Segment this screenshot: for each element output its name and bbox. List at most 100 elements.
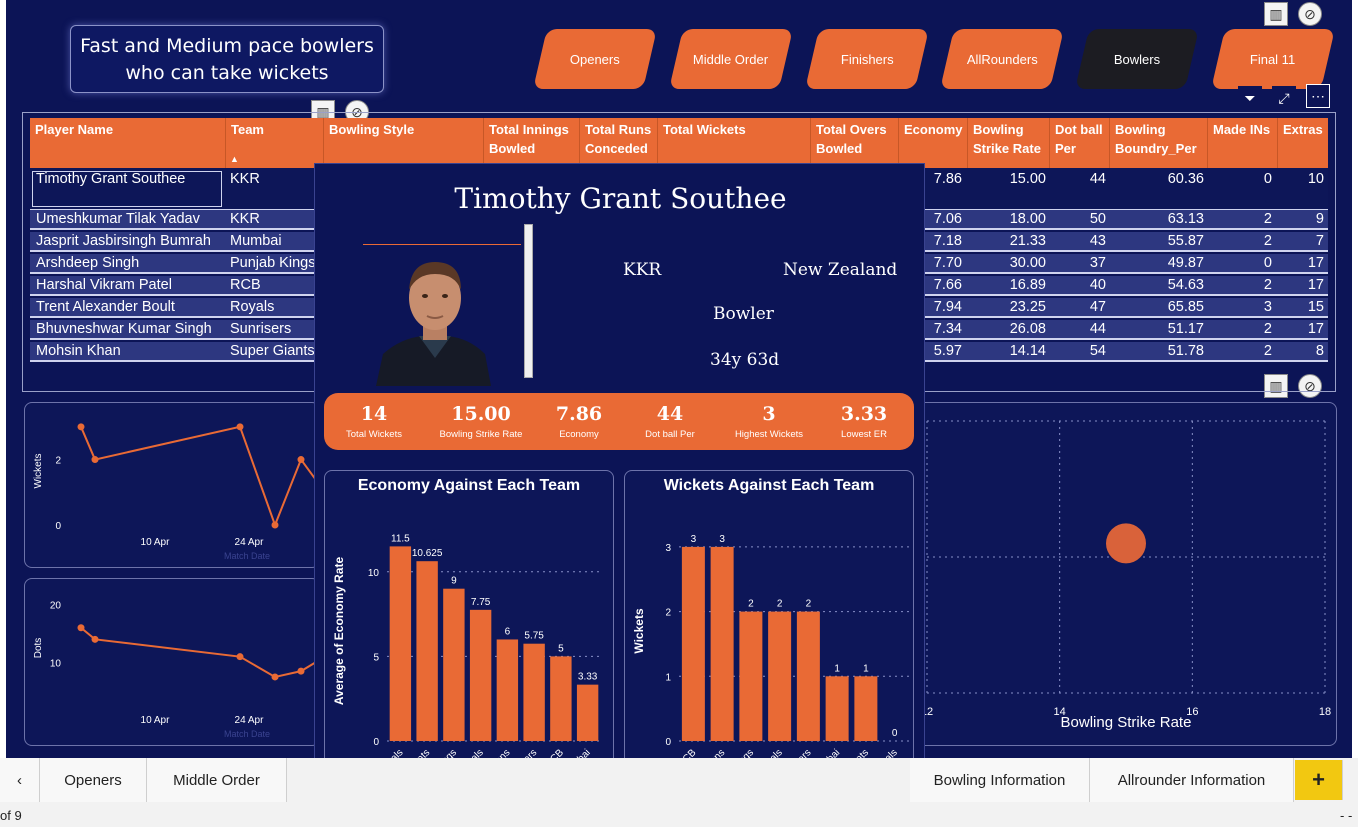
nav-label: Final 11 (1250, 51, 1296, 67)
col-header-wickets[interactable]: Total Wickets (658, 118, 811, 168)
kpi-total-wickets: 14 Total Wickets (336, 403, 412, 440)
bar (469, 609, 492, 741)
tab-allrounder-information[interactable]: Allrounder Information (1090, 758, 1294, 802)
x-tick-label: 10 Apr (141, 537, 171, 548)
kpi-label: Highest Wickets (734, 429, 804, 440)
player-country: New Zealand (783, 260, 898, 280)
x-axis-title: Match Date (224, 729, 270, 739)
col-header-bowling-style[interactable]: Bowling Style (324, 118, 484, 168)
player-age: 34y 63d (710, 350, 780, 370)
col-header-extras[interactable]: Extras (1278, 118, 1328, 168)
nav-final-11-button[interactable]: Final 11 (1211, 29, 1335, 89)
x-tick-label: 24 Apr (235, 715, 265, 726)
extras-cell: 7 (1315, 233, 1324, 249)
tab-scroll-left[interactable]: ‹ (0, 758, 40, 802)
nav-middle-order-button[interactable]: Middle Order (669, 29, 793, 89)
nav-finishers-button[interactable]: Finishers (805, 29, 929, 89)
nav-label: AllRounders (966, 51, 1038, 67)
team-cell: Punjab Kings (230, 255, 316, 271)
block-icon[interactable]: ⊘ (1298, 374, 1322, 398)
kpi-lowest-er: 3.33 Lowest ER (826, 403, 902, 440)
dot-ball-cell: 54 (1089, 343, 1106, 359)
economy-cell: 5.97 (933, 343, 962, 359)
kpi-highest-wickets: 3 Highest Wickets (724, 403, 814, 440)
col-header-overs[interactable]: Total Overs Bowled (811, 118, 899, 168)
chart-options-icon[interactable]: ▥ (1264, 2, 1288, 26)
col-header-boundary[interactable]: Bowling Boundry_Per (1110, 118, 1208, 168)
data-label: 0 (892, 728, 898, 739)
x-axis-title: Bowling Strike Rate (1061, 714, 1192, 731)
more-options-icon[interactable]: ⋯ (1306, 84, 1330, 108)
x-axis-title: Match Date (224, 551, 270, 561)
economy-cell: 7.34 (933, 321, 962, 337)
team-cell: Royals (230, 299, 275, 315)
data-label: 3 (691, 534, 697, 545)
dots-line-chart: 10 20 10 Apr 24 Apr Match Date Dots (24, 578, 329, 746)
bar (825, 676, 849, 741)
data-point (77, 423, 85, 431)
chart-title: Economy Against Each Team (357, 477, 581, 494)
scrollbar[interactable] (524, 224, 533, 378)
col-header-runs[interactable]: Total Runs Conceded (580, 118, 658, 168)
col-header-team[interactable]: Team (226, 118, 324, 168)
extras-cell: 9 (1315, 211, 1324, 227)
x-tick-label: 18 (1319, 706, 1331, 718)
data-label: 9 (451, 576, 457, 587)
data-point (236, 423, 244, 431)
tab-openers[interactable]: Openers (40, 758, 147, 802)
page-title: Fast and Medium pace bowlers who can tak… (70, 25, 384, 93)
extras-cell: 17 (1307, 277, 1324, 293)
made-ins-cell: 2 (1263, 343, 1272, 359)
boundary-cell: 55.87 (1167, 233, 1204, 249)
extras-cell: 17 (1307, 321, 1324, 337)
boundary-cell: 54.63 (1167, 277, 1204, 293)
sort-ascending-icon[interactable]: ▲ (230, 154, 239, 164)
col-header-strike-rate[interactable]: Bowling Strike Rate (968, 118, 1050, 168)
nav-allrounders-button[interactable]: AllRounders (940, 29, 1064, 89)
kpi-dot-ball: 44 Dot ball Per (632, 403, 708, 440)
strike-rate-scatter: 12 14 16 18 Bowling Strike Rate (914, 402, 1337, 746)
nav-openers-button[interactable]: Openers (533, 29, 657, 89)
boundary-cell: 51.17 (1167, 321, 1204, 337)
y-tick-label: 20 (50, 601, 62, 612)
economy-cell: 7.70 (933, 255, 962, 271)
col-header-innings[interactable]: Total Innings Bowled (484, 118, 580, 168)
kpi-value: 7.86 (555, 403, 603, 425)
nav-label: Middle Order (693, 51, 769, 67)
chart-options-icon[interactable]: ▥ (1264, 374, 1288, 398)
col-header-economy[interactable]: Economy (899, 118, 968, 168)
filter-icon[interactable]: ⏷ (1238, 86, 1262, 110)
strike-rate-cell: 30.00 (1009, 255, 1046, 271)
bar (576, 684, 599, 741)
bar (523, 643, 545, 741)
block-icon[interactable]: ⊘ (1298, 2, 1322, 26)
team-cell: RCB (230, 277, 261, 293)
y-tick-label: 10 (368, 568, 380, 579)
kpi-value: 3.33 (840, 403, 888, 425)
data-label: 11.5 (391, 533, 410, 544)
focus-mode-icon[interactable]: ⤢ (1272, 86, 1296, 110)
col-header-player-name[interactable]: Player Name (30, 118, 226, 168)
wickets-line-chart: 0 2 10 Apr 24 Apr Match Date Wickets (24, 402, 329, 568)
y-axis-title: Wickets (632, 608, 646, 654)
player-role: Bowler (713, 304, 774, 324)
bar (710, 546, 734, 741)
selected-cell-outline (32, 171, 222, 207)
data-point (271, 521, 279, 529)
tab-bowling-information[interactable]: Bowling Information (910, 758, 1090, 802)
col-header-made-ins[interactable]: Made INs (1208, 118, 1278, 168)
col-header-dot-ball[interactable]: Dot ball Per (1050, 118, 1110, 168)
add-page-button[interactable]: + (1295, 760, 1343, 800)
kpi-value: 44 (656, 403, 684, 425)
extras-cell: 15 (1307, 299, 1324, 315)
player-name-cell: Timothy Grant Southee (36, 171, 186, 187)
team-cell: KKR (230, 171, 260, 187)
economy-cell: 7.66 (933, 277, 962, 293)
player-name-cell: Umeshkumar Tilak Yadav (36, 211, 200, 227)
data-label: 6 (505, 626, 511, 637)
y-axis-title: Average of Economy Rate (332, 557, 346, 706)
player-name-cell: Bhuvneshwar Kumar Singh (36, 321, 212, 337)
tab-middle-order[interactable]: Middle Order (147, 758, 287, 802)
nav-bowlers-button[interactable]: Bowlers (1075, 29, 1199, 89)
